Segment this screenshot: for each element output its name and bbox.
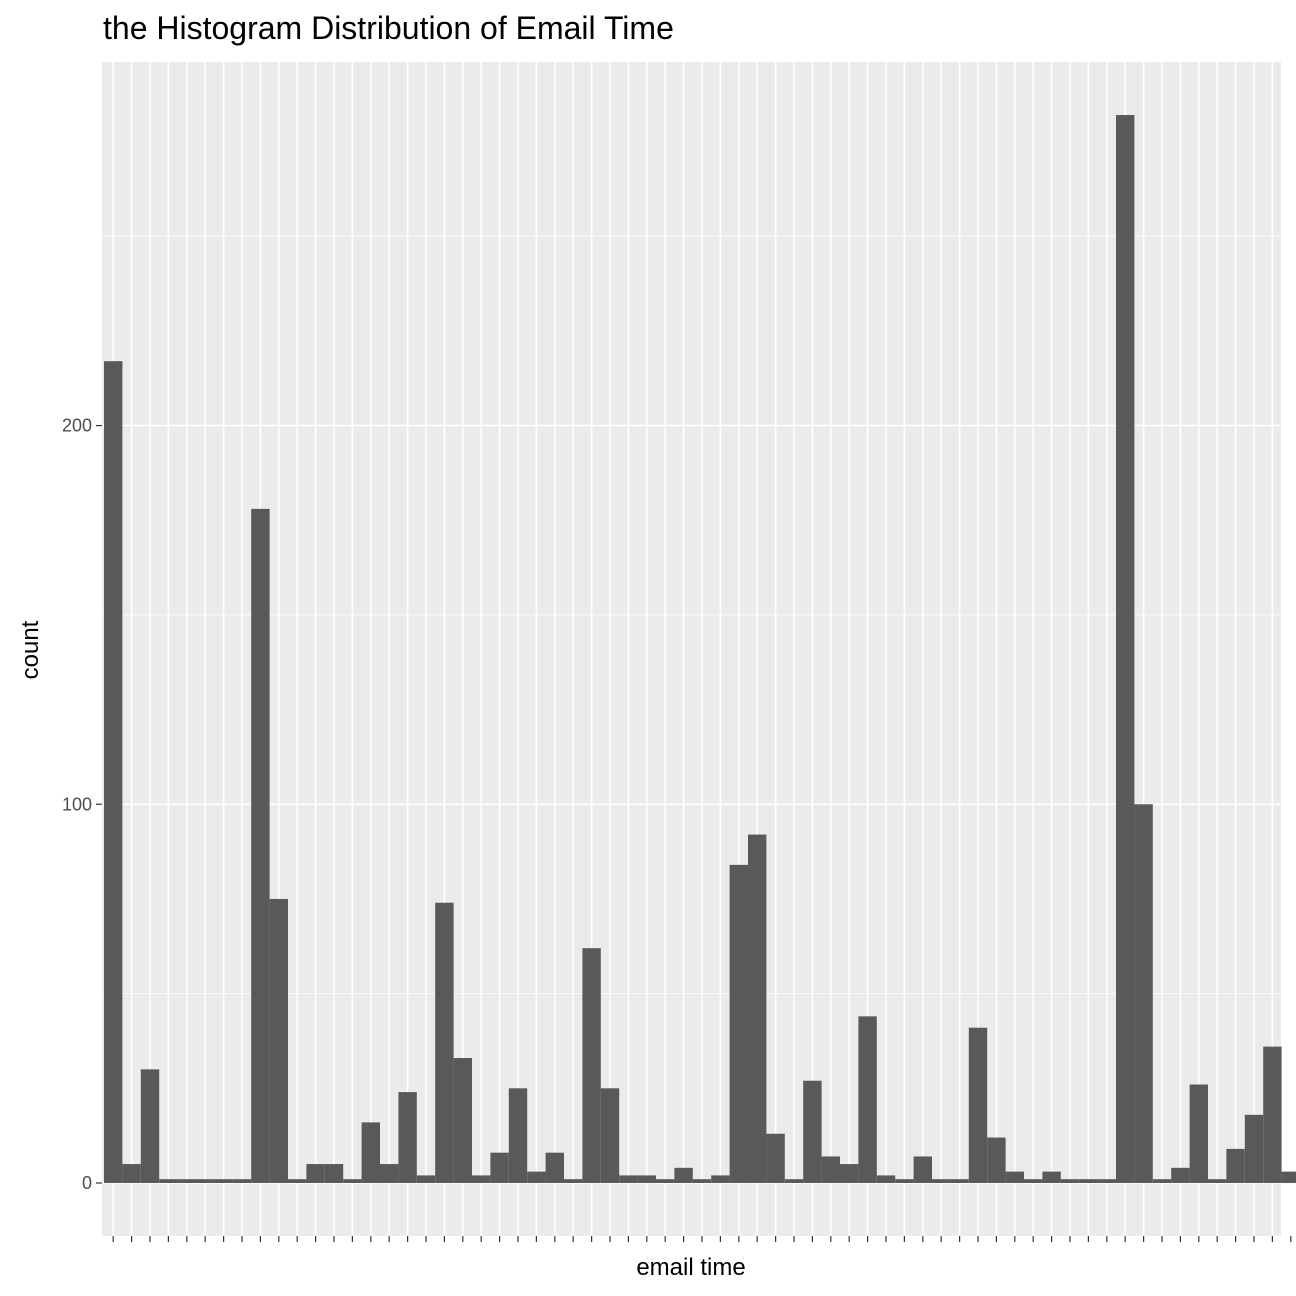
histogram-bar bbox=[361, 1122, 380, 1183]
histogram-bar bbox=[1208, 1179, 1227, 1183]
histogram-bar bbox=[987, 1137, 1006, 1183]
histogram-bar bbox=[1079, 1179, 1098, 1183]
histogram-bar bbox=[1281, 1171, 1296, 1183]
histogram-bar bbox=[674, 1167, 693, 1183]
histogram-bar bbox=[343, 1179, 362, 1183]
histogram-bar bbox=[104, 361, 123, 1183]
histogram-bar bbox=[1005, 1171, 1024, 1183]
histogram-bar bbox=[527, 1171, 546, 1183]
histogram-bar bbox=[1116, 115, 1135, 1183]
histogram-bar bbox=[1024, 1179, 1043, 1183]
histogram-bar bbox=[1171, 1167, 1190, 1183]
histogram-bar bbox=[545, 1152, 564, 1183]
histogram-bar bbox=[1134, 804, 1153, 1183]
x-axis bbox=[112, 1236, 1292, 1242]
histogram-bar bbox=[380, 1164, 399, 1183]
histogram-bar bbox=[564, 1179, 583, 1183]
histogram-bar bbox=[932, 1179, 951, 1183]
histogram-bar bbox=[453, 1058, 472, 1183]
histogram-bar bbox=[1060, 1179, 1080, 1183]
histogram-bar bbox=[214, 1179, 233, 1183]
histogram-bar bbox=[784, 1179, 804, 1183]
y-tick-label: 100 bbox=[62, 794, 92, 814]
y-axis: 0 100 200 bbox=[62, 416, 102, 1193]
histogram-bar bbox=[416, 1175, 436, 1183]
histogram-bar bbox=[748, 834, 767, 1183]
histogram-bar bbox=[729, 864, 748, 1183]
histogram-bar bbox=[306, 1164, 325, 1183]
histogram-bar bbox=[435, 902, 454, 1183]
histogram-bar bbox=[637, 1175, 656, 1183]
histogram-bar bbox=[251, 508, 270, 1183]
histogram-bar bbox=[398, 1092, 417, 1183]
histogram-bar bbox=[968, 1027, 988, 1183]
histogram-bar bbox=[876, 1175, 896, 1183]
plot-panel bbox=[102, 62, 1281, 1236]
histogram-bar bbox=[821, 1156, 840, 1183]
histogram-bar bbox=[159, 1179, 178, 1183]
bars bbox=[104, 115, 1296, 1183]
histogram-bar bbox=[600, 1088, 620, 1183]
histogram-bar bbox=[656, 1179, 675, 1183]
histogram-bar bbox=[472, 1175, 491, 1183]
histogram-bar bbox=[122, 1164, 141, 1183]
histogram-bar bbox=[1097, 1179, 1116, 1183]
histogram-bar bbox=[692, 1179, 712, 1183]
histogram-bar bbox=[803, 1080, 822, 1183]
histogram-bar bbox=[140, 1069, 160, 1183]
y-axis-title: count bbox=[17, 620, 44, 679]
histogram-bar bbox=[232, 1179, 252, 1183]
histogram-bar bbox=[913, 1156, 932, 1183]
chart-title: the Histogram Distribution of Email Time bbox=[103, 10, 674, 46]
histogram-bar bbox=[1042, 1171, 1061, 1183]
histogram-bar bbox=[1226, 1148, 1245, 1183]
histogram-bar bbox=[196, 1179, 215, 1183]
histogram-bar bbox=[177, 1179, 196, 1183]
histogram-bar bbox=[1189, 1084, 1208, 1183]
histogram-bar bbox=[324, 1164, 344, 1183]
histogram-bar bbox=[582, 948, 601, 1183]
histogram-bar bbox=[1244, 1114, 1264, 1183]
histogram-bar bbox=[895, 1179, 914, 1183]
histogram-bar bbox=[490, 1152, 509, 1183]
histogram-bar bbox=[711, 1175, 730, 1183]
histogram-bar bbox=[1263, 1046, 1282, 1183]
histogram-bar bbox=[619, 1175, 638, 1183]
histogram-bar bbox=[950, 1179, 969, 1183]
histogram-bar bbox=[1152, 1179, 1172, 1183]
histogram-bar bbox=[508, 1088, 528, 1183]
y-tick-label: 0 bbox=[82, 1173, 92, 1193]
x-axis-title: email time bbox=[636, 1254, 745, 1281]
histogram-bar bbox=[269, 898, 288, 1183]
histogram-bar bbox=[840, 1164, 859, 1183]
histogram-bar bbox=[288, 1179, 307, 1183]
histogram-bar bbox=[858, 1016, 877, 1183]
y-tick-label: 200 bbox=[62, 416, 92, 436]
histogram-bar bbox=[766, 1133, 785, 1183]
